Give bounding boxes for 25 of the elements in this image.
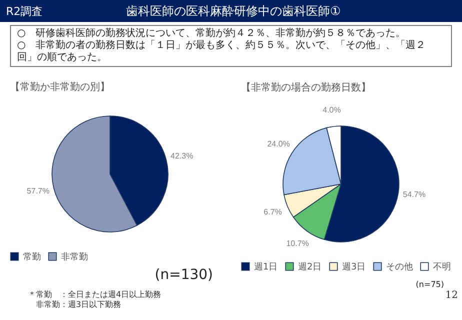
legend-label: 週2日 bbox=[298, 262, 322, 273]
text: (n=130) bbox=[154, 266, 214, 284]
chart-title: 【非常勤の場合の勤務日数】 bbox=[241, 82, 371, 94]
text: 12 bbox=[444, 290, 459, 301]
data-label: 10.7% bbox=[286, 238, 309, 248]
legend-label: 常勤 bbox=[23, 252, 41, 263]
chart-title: 【常勤か非常勤の別】 bbox=[10, 81, 110, 93]
text: ○ 非常勤の者の勤務日数は「１日」が最も多く、約５５％。次いで、「その他」、「週２回」の順であった。 bbox=[17, 40, 427, 64]
text: ○ 研修歯科医師の勤務状況について、常勤が約４２％、非常勤が約５８％であった。 bbox=[17, 28, 407, 40]
legend-label: 不明 bbox=[433, 262, 451, 273]
text: (n=75) bbox=[414, 280, 445, 290]
data-label: 4.0% bbox=[322, 106, 341, 115]
legend-label: 週1日 bbox=[254, 262, 278, 273]
data-label: 42.3% bbox=[170, 151, 194, 160]
text: R2調査 bbox=[5, 4, 44, 18]
text: 非常勤：週3日以下勤務 bbox=[35, 300, 122, 310]
legend-label: 週3日 bbox=[342, 262, 366, 273]
data-label: 54.7% bbox=[402, 190, 426, 199]
data-label: 6.7% bbox=[264, 208, 282, 217]
legend-label: その他 bbox=[386, 262, 413, 273]
data-label: 57.7% bbox=[26, 186, 50, 196]
text: ＊常勤 ：全日または週4日以上勤務 bbox=[27, 290, 162, 300]
legend-label: 非常勤 bbox=[61, 252, 88, 263]
text: 歯科医師の医科麻酔研修中の歯科医師① bbox=[126, 2, 341, 20]
data-label: 24.0% bbox=[267, 139, 290, 148]
